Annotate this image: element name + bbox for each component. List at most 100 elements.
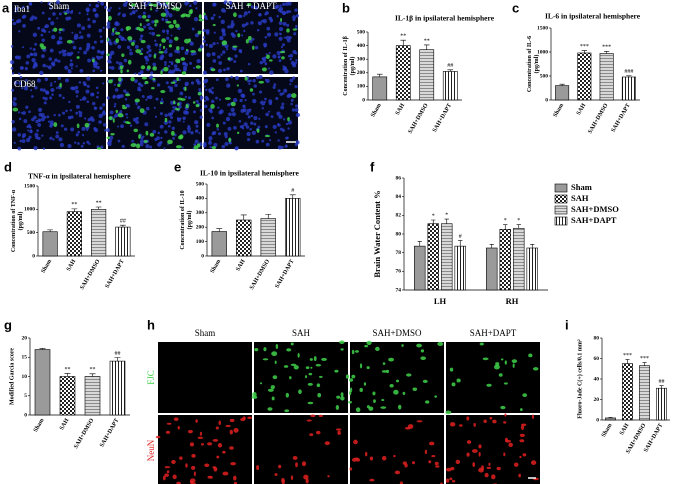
- nucleus: [163, 50, 168, 54]
- nucleus: [164, 8, 168, 12]
- nucleus: [58, 137, 63, 142]
- nucleus: [32, 47, 36, 52]
- nucleus: [148, 48, 152, 53]
- nucleus: [272, 54, 277, 59]
- cell: [154, 23, 157, 27]
- significance: **: [90, 367, 96, 373]
- legend-label: Sham: [571, 182, 592, 192]
- cell: [126, 121, 131, 125]
- significance: #: [291, 188, 294, 194]
- nucleus: [160, 136, 163, 140]
- nucleus: [86, 45, 91, 50]
- nucleus: [275, 96, 279, 101]
- cell: [520, 424, 525, 430]
- column-label: SAH+DMSO: [372, 328, 422, 338]
- nucleus: [146, 51, 149, 54]
- nucleus: [239, 125, 243, 129]
- cell: [216, 455, 220, 459]
- cell: [281, 56, 285, 60]
- cell: [215, 426, 219, 430]
- cell: [246, 2, 252, 7]
- nucleus: [235, 146, 239, 150]
- bar: [109, 360, 126, 416]
- cell: [232, 12, 237, 18]
- cell: [301, 461, 307, 467]
- nucleus: [222, 50, 226, 54]
- nucleus: [152, 62, 157, 67]
- cell: [289, 376, 292, 380]
- legend-swatch: [554, 216, 568, 226]
- nucleus: [155, 9, 158, 12]
- cell: [479, 342, 484, 346]
- nucleus: [123, 89, 127, 93]
- nucleus: [48, 30, 51, 34]
- y-tick-label: 20: [22, 335, 28, 341]
- cell: [262, 358, 269, 361]
- cell: [216, 123, 219, 128]
- nucleus: [282, 21, 287, 26]
- cell: [284, 409, 290, 413]
- nucleus: [280, 145, 284, 149]
- bar: [115, 226, 131, 257]
- cell: [351, 349, 355, 355]
- cell: [160, 12, 167, 17]
- nucleus: [109, 110, 114, 115]
- nucleus: [62, 96, 65, 100]
- y-tick-label: 40: [594, 376, 600, 382]
- nucleus: [86, 33, 91, 38]
- nucleus: [281, 102, 285, 106]
- cell: [318, 375, 323, 378]
- bar: [34, 349, 51, 416]
- nucleus: [190, 81, 195, 85]
- cell: [337, 430, 341, 435]
- nucleus: [224, 142, 229, 147]
- cell: [321, 357, 327, 361]
- cell: [191, 453, 196, 458]
- nucleus: [182, 130, 187, 135]
- nucleus: [11, 18, 15, 21]
- nucleus: [49, 48, 54, 53]
- cell: [530, 460, 537, 465]
- micrograph: [254, 415, 348, 484]
- nucleus: [106, 128, 110, 133]
- nucleus: [269, 139, 272, 142]
- nucleus: [250, 121, 254, 125]
- x-tick-label: SAH: [59, 417, 71, 431]
- cell: [315, 363, 322, 367]
- nucleus: [41, 54, 45, 59]
- cell: [153, 54, 157, 59]
- nucleus: [231, 112, 237, 117]
- nucleus: [233, 60, 237, 63]
- error-bar: [431, 219, 436, 224]
- nucleus: [242, 104, 246, 109]
- nucleus: [276, 50, 281, 56]
- significance: *: [432, 213, 435, 219]
- nucleus: [75, 133, 79, 137]
- nucleus: [140, 34, 144, 38]
- nucleus: [168, 60, 171, 64]
- cell: [165, 1, 170, 5]
- cell: [247, 36, 252, 41]
- nucleus: [150, 71, 154, 75]
- cell: [221, 40, 228, 46]
- cell: [290, 342, 294, 346]
- cell: [471, 449, 478, 453]
- nucleus: [254, 5, 259, 10]
- nucleus: [202, 70, 207, 75]
- nucleus: [124, 39, 127, 42]
- cell: [225, 424, 231, 428]
- nucleus: [108, 66, 112, 69]
- y-tick-label: 300: [357, 56, 366, 62]
- error-bar: [444, 218, 449, 224]
- nucleus: [120, 37, 125, 41]
- nucleus: [146, 44, 151, 49]
- y-tick-label: 0: [32, 253, 35, 259]
- x-tick-label: SAH+DAPT: [99, 418, 120, 449]
- nucleus: [18, 117, 22, 121]
- nucleus: [74, 141, 77, 144]
- nucleus: [213, 31, 216, 34]
- cell: [244, 76, 248, 81]
- nucleus: [238, 48, 243, 53]
- nucleus: [282, 2, 286, 7]
- y-axis-label: Concentration of IL-10: [180, 190, 186, 249]
